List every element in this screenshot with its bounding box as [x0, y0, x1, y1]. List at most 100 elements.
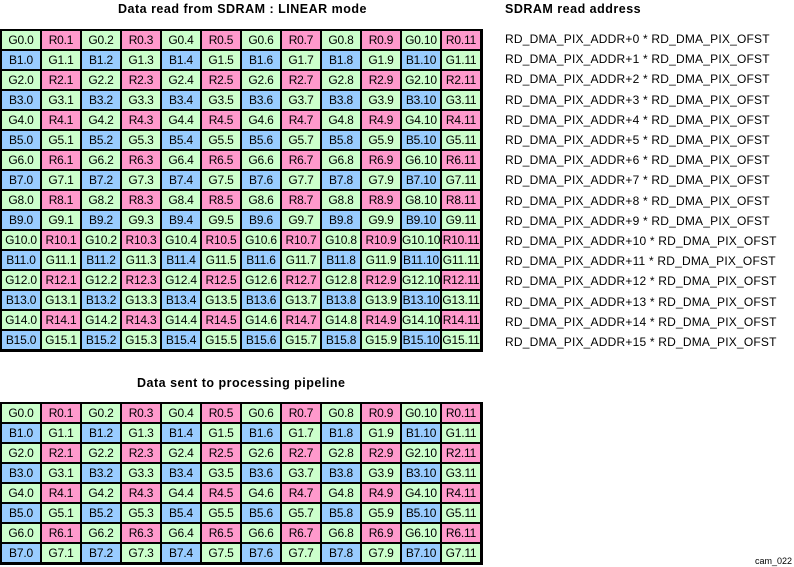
- pixel-cell: B7.0: [2, 544, 40, 562]
- pixel-cell: B3.2: [82, 464, 120, 482]
- pixel-cell: B1.2: [82, 51, 120, 69]
- pixel-cell: G2.8: [322, 444, 360, 462]
- pixel-cell: G3.5: [202, 91, 240, 109]
- pixel-cell: G9.9: [362, 211, 400, 229]
- pixel-cell: B5.10: [402, 131, 440, 149]
- address-row: RD_DMA_PIX_ADDR+7 * RD_DMA_PIX_OFST: [505, 173, 770, 188]
- pixel-cell: R12.9: [362, 271, 400, 289]
- pixel-cell: R6.5: [202, 524, 240, 542]
- pixel-cell: G2.10: [402, 444, 440, 462]
- pixel-cell: G14.4: [162, 311, 200, 329]
- pixel-cell: G4.8: [322, 111, 360, 129]
- pixel-cell: G4.2: [82, 111, 120, 129]
- pixel-cell: B15.6: [242, 331, 280, 349]
- pixel-cell: R4.9: [362, 484, 400, 502]
- pixel-cell: R4.1: [42, 484, 80, 502]
- pixel-cell: B5.2: [82, 504, 120, 522]
- pixel-cell: G1.11: [442, 51, 480, 69]
- pixel-cell: G15.3: [122, 331, 160, 349]
- pixel-cell: B3.10: [402, 91, 440, 109]
- pixel-cell: G7.1: [42, 171, 80, 189]
- pixel-cell: R2.7: [282, 444, 320, 462]
- pixel-cell: R8.1: [42, 191, 80, 209]
- pixel-cell: G11.5: [202, 251, 240, 269]
- pixel-cell: R0.3: [122, 404, 160, 422]
- pixel-cell: B1.2: [82, 424, 120, 442]
- pixel-cell: G8.6: [242, 191, 280, 209]
- pixel-cell: G12.4: [162, 271, 200, 289]
- pixel-cell: G5.1: [42, 131, 80, 149]
- pixel-cell: G9.3: [122, 211, 160, 229]
- pixel-cell: B11.0: [2, 251, 40, 269]
- pixel-cell: R10.7: [282, 231, 320, 249]
- pixel-cell: B3.0: [2, 464, 40, 482]
- pixel-cell: R0.1: [42, 31, 80, 49]
- address-row: RD_DMA_PIX_ADDR+6 * RD_DMA_PIX_OFST: [505, 153, 770, 168]
- pixel-cell: G5.7: [282, 504, 320, 522]
- address-row: RD_DMA_PIX_ADDR+8 * RD_DMA_PIX_OFST: [505, 193, 770, 208]
- pixel-cell: G1.3: [122, 424, 160, 442]
- pixel-cell: G1.3: [122, 51, 160, 69]
- pixel-cell: R4.7: [282, 484, 320, 502]
- pixel-cell: G6.8: [322, 151, 360, 169]
- pixel-cell: R4.5: [202, 111, 240, 129]
- pixel-cell: G15.11: [442, 331, 480, 349]
- address-column-title: SDRAM read address: [505, 2, 642, 16]
- pixel-cell: R4.7: [282, 111, 320, 129]
- pixel-cell: B5.0: [2, 131, 40, 149]
- pixel-cell: B11.6: [242, 251, 280, 269]
- pixel-cell: B11.10: [402, 251, 440, 269]
- pixel-cell: B15.0: [2, 331, 40, 349]
- pixel-cell: G5.5: [202, 131, 240, 149]
- pixel-cell: B3.10: [402, 464, 440, 482]
- pixel-cell: G6.0: [2, 151, 40, 169]
- pixel-cell: R12.5: [202, 271, 240, 289]
- address-row: RD_DMA_PIX_ADDR+2 * RD_DMA_PIX_OFST: [505, 72, 770, 87]
- pixel-cell: G5.5: [202, 504, 240, 522]
- pixel-cell: G15.9: [362, 331, 400, 349]
- pixel-cell: G5.9: [362, 131, 400, 149]
- pixel-cell: G3.5: [202, 464, 240, 482]
- pixel-cell: B3.8: [322, 464, 360, 482]
- pixel-cell: R6.7: [282, 524, 320, 542]
- pixel-cell: B1.8: [322, 51, 360, 69]
- pixel-cell: B11.8: [322, 251, 360, 269]
- pixel-cell: B15.2: [82, 331, 120, 349]
- pixel-cell: R0.7: [282, 404, 320, 422]
- pixel-cell: G4.4: [162, 111, 200, 129]
- pixel-cell: R6.1: [42, 151, 80, 169]
- pixel-cell: G13.5: [202, 291, 240, 309]
- pixel-cell: B3.6: [242, 464, 280, 482]
- pixel-cell: G13.7: [282, 291, 320, 309]
- pixel-cell: G5.9: [362, 504, 400, 522]
- pixel-cell: R0.5: [202, 31, 240, 49]
- sdram-read-grid: G0.0 R0.1 G0.2 R0.3 G0.4 R0.5 G0.6 R0.7 G0.8 R0.9…: [0, 29, 483, 352]
- pixel-cell: G8.8: [322, 191, 360, 209]
- pixel-cell: B3.4: [162, 91, 200, 109]
- pixel-cell: G0.10: [402, 31, 440, 49]
- pixel-cell: B13.10: [402, 291, 440, 309]
- pixel-cell: G5.1: [42, 504, 80, 522]
- pixel-cell: G0.8: [322, 404, 360, 422]
- pixel-cell: B7.0: [2, 171, 40, 189]
- pixel-cell: G3.3: [122, 464, 160, 482]
- pixel-cell: G5.3: [122, 504, 160, 522]
- pixel-cell: B5.2: [82, 131, 120, 149]
- pixel-cell: R2.3: [122, 444, 160, 462]
- pixel-cell: B3.4: [162, 464, 200, 482]
- pixel-cell: G1.5: [202, 51, 240, 69]
- pixel-cell: R8.7: [282, 191, 320, 209]
- pixel-cell: G3.1: [42, 91, 80, 109]
- pixel-cell: G6.8: [322, 524, 360, 542]
- pixel-cell: G4.6: [242, 111, 280, 129]
- pixel-cell: G8.2: [82, 191, 120, 209]
- pixel-cell: G3.7: [282, 91, 320, 109]
- pixel-cell: G0.0: [2, 31, 40, 49]
- pixel-cell: G0.4: [162, 31, 200, 49]
- pixel-cell: B3.2: [82, 91, 120, 109]
- pixel-cell: R0.1: [42, 404, 80, 422]
- pixel-cell: G6.4: [162, 524, 200, 542]
- pixel-cell: G9.11: [442, 211, 480, 229]
- pixel-cell: R0.11: [442, 404, 480, 422]
- address-row: RD_DMA_PIX_ADDR+15 * RD_DMA_PIX_OFST: [505, 335, 777, 349]
